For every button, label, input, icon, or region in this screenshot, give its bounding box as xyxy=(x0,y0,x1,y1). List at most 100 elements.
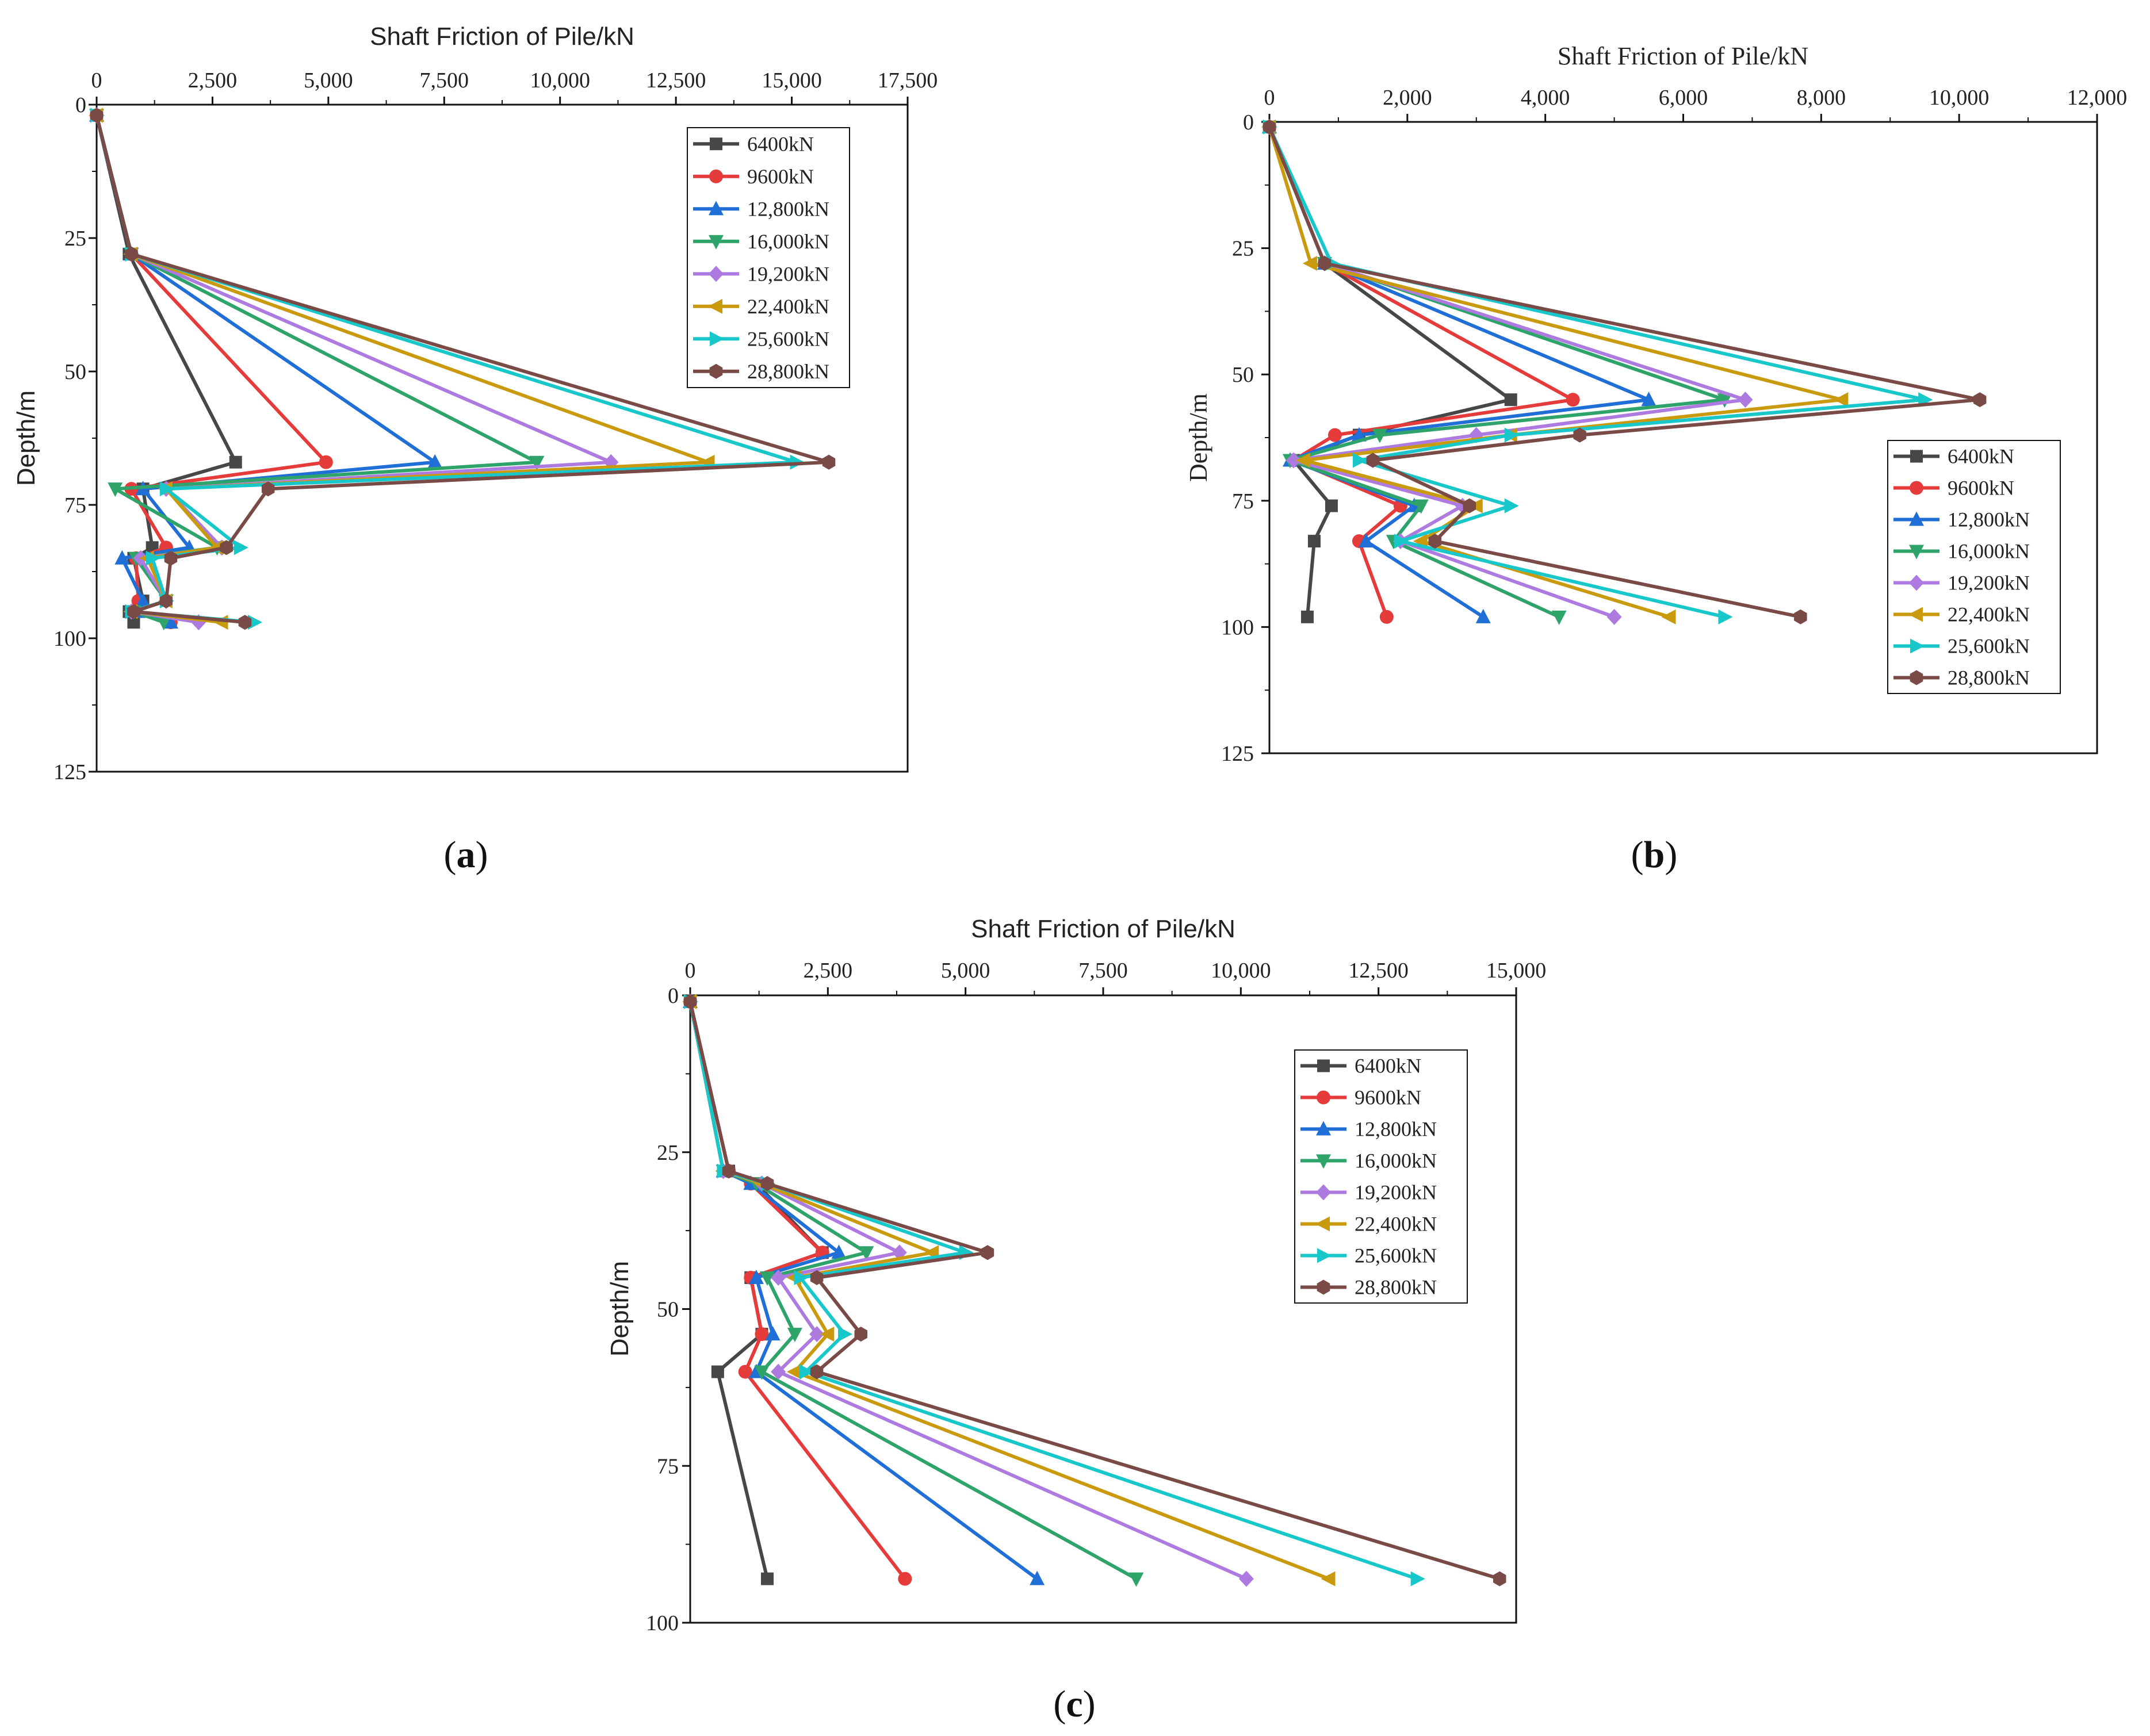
data-point-a-7-5 xyxy=(164,550,178,566)
data-point-b-2-3 xyxy=(1351,427,1367,442)
series-line-a-1 xyxy=(95,114,328,624)
legend-marker-a-6 xyxy=(710,331,724,347)
data-point-c-0-6 xyxy=(711,1365,724,1378)
panel-label-b: (b) xyxy=(1631,834,1678,876)
legend-label-a-3: 16,000kN xyxy=(747,230,829,253)
legend-marker-b-5 xyxy=(1908,607,1923,622)
legend-marker-b-0 xyxy=(1910,450,1923,463)
data-point-c-4-6 xyxy=(771,1363,786,1380)
data-point-a-7-4 xyxy=(220,540,233,555)
x-tick-label-b: 12,000 xyxy=(2067,86,2128,110)
series-b-4 xyxy=(1262,118,1753,625)
panel-label-c-letter: c xyxy=(1066,1683,1082,1725)
legend-label-a-0: 6400kN xyxy=(747,132,814,155)
legend-label-a-7: 28,800kN xyxy=(747,360,829,383)
y-tick-label-a: 125 xyxy=(53,760,86,784)
legend-marker-c-3 xyxy=(1316,1154,1331,1169)
data-point-b-5-1 xyxy=(1302,255,1317,271)
x-tick-label-c: 10,000 xyxy=(1211,959,1271,983)
data-point-a-2-8 xyxy=(163,614,178,629)
series-c-1 xyxy=(683,994,912,1586)
data-point-b-1-7 xyxy=(1379,610,1394,624)
legend-label-b-2: 12,800kN xyxy=(1948,508,2030,531)
data-point-b-4-7 xyxy=(1606,608,1622,625)
data-point-a-5-8 xyxy=(213,615,228,630)
legend-label-c-4: 19,200kN xyxy=(1355,1181,1437,1204)
series-line-b-4 xyxy=(1268,126,1747,619)
y-tick-label-b: 25 xyxy=(1232,237,1254,261)
data-point-b-7-0 xyxy=(1263,119,1276,135)
data-point-b-6-6 xyxy=(1394,534,1409,549)
legend-b: 6400kN 9600kN 12,800kN 16,000kN 19,200kN 22,4… xyxy=(1887,440,2061,694)
data-point-c-3-7 xyxy=(1128,1572,1144,1587)
data-point-b-0-5 xyxy=(1325,499,1338,512)
panel-c: 0 2,500 5,000 7,500 10,000 12,500 15,000 0 25 50 7… xyxy=(606,915,1546,1635)
data-point-b-3-2 xyxy=(1717,393,1732,408)
x-tick-label-c: 2,500 xyxy=(804,959,853,983)
y-tick-label-c: 100 xyxy=(646,1611,679,1635)
legend-label-b-5: 22,400kN xyxy=(1948,603,2030,626)
legend-marker-a-4 xyxy=(709,266,724,282)
data-point-a-7-3 xyxy=(261,481,275,497)
series-line-b-0 xyxy=(1268,126,1513,618)
legend-label-a-2: 12,800kN xyxy=(747,197,829,220)
legend-label-c-7: 28,800kN xyxy=(1355,1276,1437,1299)
series-a-5 xyxy=(89,108,715,630)
legend-marker-a-5 xyxy=(708,298,722,314)
x-tick-label-c: 15,000 xyxy=(1486,959,1547,983)
panel-b: 0 2,000 4,000 6,000 8,000 10,000 12,000 0 25 50 75… xyxy=(1184,42,2127,766)
y-tick-label-c: 50 xyxy=(657,1298,679,1322)
x-tick-label-c: 0 xyxy=(685,959,696,983)
data-point-c-3-4 xyxy=(760,1271,775,1286)
data-point-a-7-7 xyxy=(127,604,140,619)
data-point-b-3-7 xyxy=(1551,610,1567,625)
legend-a: 6400kN 9600kN 12,800kN 16,000kN 19,200kN 22,4… xyxy=(687,127,850,388)
data-point-c-1-5 xyxy=(755,1327,769,1342)
data-point-c-1-6 xyxy=(738,1365,752,1379)
legend-marker-a-3 xyxy=(709,235,724,250)
data-point-b-0-2 xyxy=(1504,393,1517,407)
series-line-c-3 xyxy=(688,1001,1137,1581)
data-point-b-0-7 xyxy=(1300,610,1314,623)
legend-marker-c-2 xyxy=(1316,1121,1331,1136)
legend-label-a-6: 25,600kN xyxy=(747,327,829,350)
data-point-c-3-5 xyxy=(787,1328,802,1343)
legend-marker-b-3 xyxy=(1909,545,1924,559)
y-tick-label-b: 50 xyxy=(1232,363,1254,387)
data-point-b-1-2 xyxy=(1566,393,1580,407)
x-tick-label-a: 15,000 xyxy=(762,68,822,93)
data-point-c-6-4 xyxy=(794,1270,809,1285)
panel-label-a-letter: a xyxy=(457,834,476,876)
data-point-c-6-5 xyxy=(838,1327,853,1342)
legend-label-c-5: 22,400kN xyxy=(1355,1213,1437,1236)
data-point-c-3-3 xyxy=(859,1246,874,1261)
series-line-c-2 xyxy=(688,1001,1038,1581)
data-point-b-6-7 xyxy=(1718,609,1733,624)
x-axis-title-a: Shaft Friction of Pile/kN xyxy=(370,22,634,51)
data-point-a-1-2 xyxy=(319,455,333,469)
data-point-b-1-3 xyxy=(1328,428,1342,442)
x-tick-label-c: 7,500 xyxy=(1078,959,1128,983)
data-point-b-4-2 xyxy=(1738,392,1753,408)
series-b-7 xyxy=(1263,119,1987,624)
data-point-c-3-6 xyxy=(754,1365,770,1380)
y-axis-title-b: Depth/m xyxy=(1184,393,1212,482)
series-c-4 xyxy=(683,993,1254,1587)
data-point-c-7-1 xyxy=(722,1163,736,1179)
legend-marker-b-6 xyxy=(1910,638,1925,654)
x-tick-label-b: 8,000 xyxy=(1797,86,1846,110)
data-point-a-6-3 xyxy=(159,481,174,497)
data-point-b-2-2 xyxy=(1641,392,1657,407)
data-point-c-5-6 xyxy=(786,1364,801,1379)
legend-marker-c-5 xyxy=(1315,1216,1330,1232)
data-point-c-7-6 xyxy=(810,1364,824,1379)
y-tick-label-a: 100 xyxy=(53,627,86,651)
data-point-c-6-6 xyxy=(799,1364,814,1379)
panel-label-b-letter: b xyxy=(1644,834,1665,876)
data-point-a-6-4 xyxy=(234,540,248,555)
data-point-b-7-5 xyxy=(1463,498,1476,513)
data-point-b-7-7 xyxy=(1794,609,1807,624)
data-point-c-7-2 xyxy=(760,1176,774,1191)
data-point-a-3-3 xyxy=(108,482,123,497)
data-point-c-4-5 xyxy=(809,1326,825,1343)
